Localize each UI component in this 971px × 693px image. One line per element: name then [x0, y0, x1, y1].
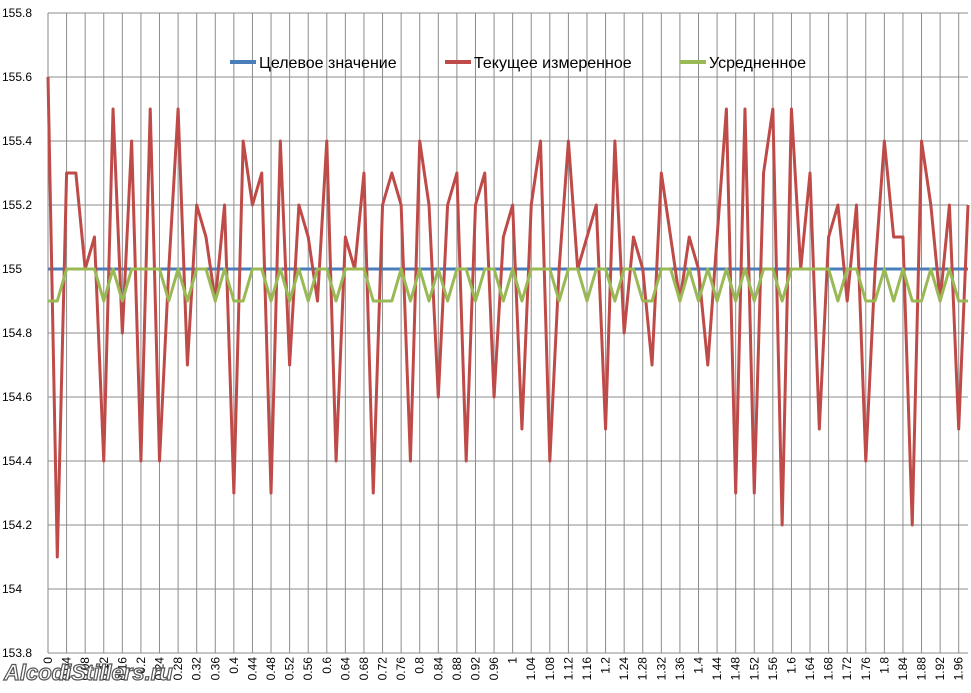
x-tick-label: 1.4	[692, 657, 706, 674]
x-tick-label: 1.04	[524, 657, 538, 681]
x-tick-label: 0.8	[413, 657, 427, 674]
x-tick-label: 0.44	[245, 657, 259, 681]
series-line	[46, 76, 970, 559]
x-tick-label: 1.12	[561, 657, 575, 681]
x-tick-label: 1.96	[952, 657, 966, 681]
y-tick-label: 155.4	[2, 134, 32, 148]
x-tick-label: 0.36	[208, 657, 222, 681]
x-tick-label: 1.72	[840, 657, 854, 681]
x-tick-label: 0.04	[60, 657, 74, 681]
x-tick-label: 0.08	[78, 657, 92, 681]
y-tick-label: 154.2	[2, 518, 32, 532]
x-tick-label: 1.76	[859, 657, 873, 681]
x-tick-label: 1.88	[915, 657, 929, 681]
x-tick-label: 0.84	[431, 657, 445, 681]
x-tick-label: 0.92	[468, 657, 482, 681]
legend-label: Целевое значение	[259, 55, 397, 72]
y-tick-label: 155.2	[2, 198, 32, 212]
x-tick-label: 0.64	[338, 657, 352, 681]
y-tick-label: 155.6	[2, 70, 32, 84]
y-tick-label: 154.8	[2, 326, 32, 340]
x-tick-label: 0.48	[264, 657, 278, 681]
x-tick-label: 1.08	[543, 657, 557, 681]
x-tick-label: 0	[41, 657, 55, 664]
x-tick-label: 1	[506, 657, 520, 664]
x-tick-label: 0.32	[190, 657, 204, 681]
x-tick-label: 1.92	[933, 657, 947, 681]
x-tick-label: 0.16	[115, 657, 129, 681]
x-tick-label: 1.6	[784, 657, 798, 674]
x-tick-label: 1.84	[896, 657, 910, 681]
x-tick-label: 1.48	[729, 657, 743, 681]
x-tick-label: 0.6	[320, 657, 334, 674]
x-tick-label: 1.24	[617, 657, 631, 681]
y-tick-label: 154.6	[2, 390, 32, 404]
x-tick-label: 1.64	[803, 657, 817, 681]
x-tick-label: 1.16	[580, 657, 594, 681]
y-tick-label: 153.8	[2, 646, 32, 660]
y-tick-label: 154	[2, 582, 22, 596]
x-tick-label: 1.44	[710, 657, 724, 681]
x-tick-label: 0.4	[227, 657, 241, 674]
x-tick-label: 0.52	[283, 657, 297, 681]
x-tick-label: 1.36	[673, 657, 687, 681]
watermark: AlcodiStillers.ru	[3, 660, 173, 685]
legend-label: Усредненное	[709, 55, 806, 72]
x-tick-label: 0.96	[487, 657, 501, 681]
x-tick-label: 0.88	[450, 657, 464, 681]
y-tick-label: 155.8	[2, 6, 32, 20]
x-tick-label: 1.2	[599, 657, 613, 674]
x-tick-label: 1.56	[766, 657, 780, 681]
x-tick-label: 1.28	[636, 657, 650, 681]
x-tick-label: 0.56	[301, 657, 315, 681]
series-line	[48, 267, 968, 303]
x-tick-label: 1.32	[654, 657, 668, 681]
x-tick-label: 0.2	[134, 657, 148, 674]
x-tick-label: 1.68	[822, 657, 836, 681]
x-tick-label: 0.76	[394, 657, 408, 681]
x-tick-label: 0.68	[357, 657, 371, 681]
x-tick-label: 0.12	[97, 657, 111, 681]
x-tick-label: 1.8	[877, 657, 891, 674]
x-tick-label: 0.24	[153, 657, 167, 681]
y-tick-label: 155	[2, 262, 22, 276]
x-tick-label: 1.52	[747, 657, 761, 681]
x-tick-label: 0.72	[376, 657, 390, 681]
legend-label: Текущее измеренное	[474, 55, 632, 72]
y-tick-label: 154.4	[2, 454, 32, 468]
x-tick-label: 0.28	[171, 657, 185, 681]
